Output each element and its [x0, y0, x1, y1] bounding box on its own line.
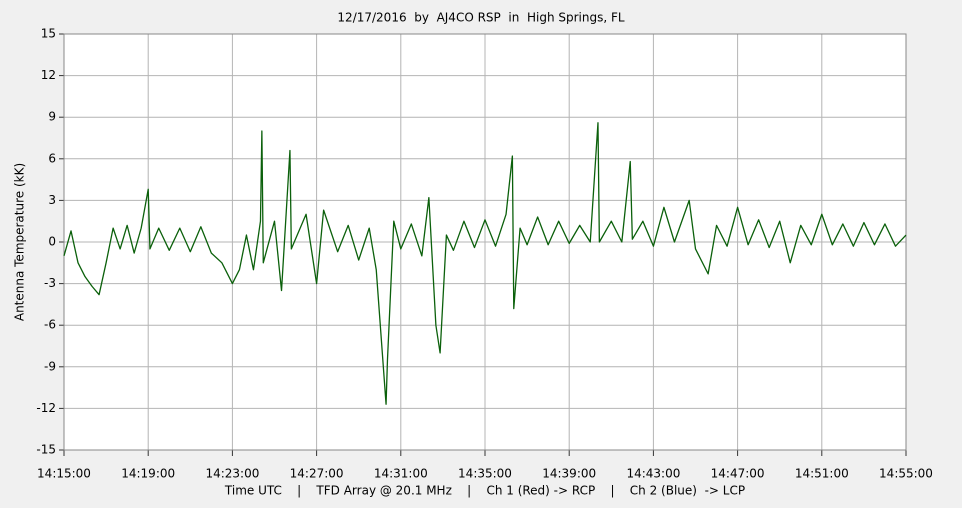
x-axis-label: Time UTC | TFD Array @ 20.1 MHz | Ch 1 (… [224, 484, 745, 498]
x-tick-label: 14:15:00 [37, 467, 91, 481]
x-tick-label: 14:35:00 [458, 467, 512, 481]
y-tick-label: -9 [44, 359, 56, 373]
x-tick-label: 14:47:00 [711, 467, 765, 481]
x-tick-label: 14:51:00 [795, 467, 849, 481]
y-axis-label: Antenna Temperature (kK) [13, 163, 27, 321]
y-tick-label: -3 [44, 276, 56, 290]
y-tick-label: -15 [36, 443, 56, 457]
plot-border [63, 33, 907, 451]
x-tick-label: 14:27:00 [290, 467, 344, 481]
y-tick-label: 0 [48, 235, 56, 249]
data-line [63, 122, 907, 405]
y-tick-label: -6 [44, 318, 56, 332]
x-tick-label: 14:23:00 [205, 467, 259, 481]
chart-title: 12/17/2016 by AJ4CO RSP in High Springs,… [337, 11, 624, 25]
x-tick-label: 14:55:00 [879, 467, 933, 481]
x-tick-label: 14:39:00 [542, 467, 596, 481]
y-tick-label: 12 [41, 68, 56, 82]
y-tick-label: 6 [48, 151, 56, 165]
x-tick-label: 14:31:00 [374, 467, 428, 481]
y-tick-label: -12 [36, 401, 56, 415]
y-tick-label: 15 [41, 27, 56, 41]
y-tick-label: 9 [48, 110, 56, 124]
y-tick-label: 3 [48, 193, 56, 207]
x-tick-label: 14:43:00 [626, 467, 680, 481]
x-tick-label: 14:19:00 [121, 467, 175, 481]
